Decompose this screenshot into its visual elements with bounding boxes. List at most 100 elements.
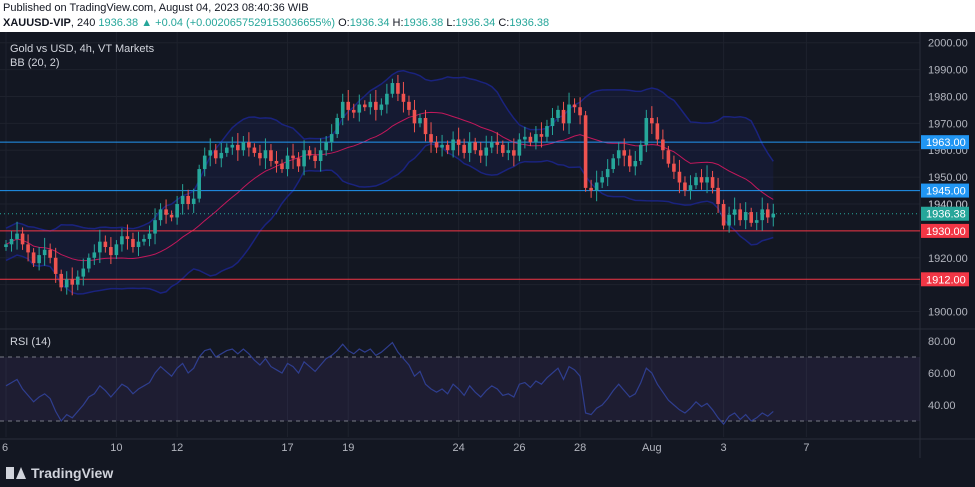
candle	[213, 150, 218, 159]
current-price-badge	[921, 206, 969, 221]
candle	[484, 147, 489, 156]
candle	[545, 126, 549, 137]
candle	[131, 238, 135, 248]
rsi-tick-label: 80.00	[928, 336, 956, 348]
time-tick-label: 3	[721, 442, 727, 454]
candle	[539, 134, 544, 137]
level-badge-label: 1945.00	[926, 186, 966, 198]
time-tick-label: Aug	[642, 442, 662, 454]
candle	[241, 142, 246, 151]
candle	[445, 144, 450, 151]
candle	[451, 139, 455, 151]
candle	[296, 158, 301, 167]
price-change: ▲ +0.04 (+0.0020657529153036655%)	[141, 17, 335, 29]
candle	[754, 220, 759, 223]
candle	[627, 155, 632, 167]
candle	[738, 209, 742, 221]
candle	[15, 233, 19, 239]
candle	[158, 209, 163, 221]
candle	[390, 83, 395, 94]
candle	[677, 171, 682, 183]
price-tick-label: 1900.00	[928, 307, 968, 319]
candle	[694, 177, 698, 186]
candle	[429, 134, 433, 143]
price-chart[interactable]: 1900.001920.001940.001950.001960.001970.…	[0, 32, 975, 458]
rsi-line	[5, 341, 774, 426]
candle	[258, 152, 262, 159]
tradingview-mark-icon	[6, 467, 26, 479]
candle	[247, 142, 251, 148]
candle	[70, 279, 75, 285]
footer-bar	[0, 458, 975, 487]
candle	[743, 212, 748, 221]
candle	[48, 249, 52, 258]
candle	[379, 104, 384, 110]
time-tick-label: 19	[342, 442, 354, 454]
candle	[478, 150, 483, 156]
candle	[340, 101, 345, 118]
candle	[186, 195, 190, 205]
tradingview-logo: TradingView	[6, 465, 113, 481]
candle	[589, 187, 593, 191]
time-tick-label: 26	[513, 442, 525, 454]
candle	[721, 204, 726, 226]
candle	[31, 252, 36, 264]
chart-legend: Gold vs USD, 4h, VT Markets BB (20, 2)	[10, 42, 154, 70]
candle	[616, 150, 621, 159]
time-tick-label: 17	[281, 442, 293, 454]
candle	[396, 83, 400, 94]
candle	[208, 150, 213, 156]
candle	[716, 187, 720, 205]
time-tick-label: 28	[574, 442, 586, 454]
candle	[26, 244, 30, 253]
ohlc-readout: XAUUSD-VIP, 240 1936.38 ▲ +0.04 (+0.0020…	[3, 17, 550, 29]
level-badge	[921, 223, 969, 238]
candle	[120, 236, 124, 245]
bb-indicator-label: BB (20, 2)	[10, 57, 60, 69]
candle	[467, 142, 472, 153]
rsi-tick-label: 40.00	[928, 400, 956, 412]
price-tick-label: 1970.00	[928, 118, 968, 130]
candle	[302, 150, 306, 167]
candle	[495, 142, 500, 145]
candle	[368, 101, 373, 108]
candle	[578, 107, 582, 116]
candle	[771, 213, 776, 218]
candle	[75, 276, 80, 285]
bb-band-fill	[6, 70, 774, 295]
price-tick-label: 2000.00	[928, 38, 968, 50]
high-label: H:	[392, 17, 404, 29]
candle	[517, 139, 522, 156]
price-tick-label: 1990.00	[928, 65, 968, 77]
candle	[666, 150, 671, 164]
price-tick-label: 1980.00	[928, 91, 968, 103]
chart-title: Gold vs USD, 4h, VT Markets	[10, 43, 155, 55]
time-tick-label: 6	[2, 442, 8, 454]
low-label: L:	[446, 17, 456, 29]
candle	[351, 109, 356, 113]
candle	[710, 177, 715, 188]
candle	[489, 142, 494, 148]
candle	[125, 236, 130, 239]
symbol-name: XAUUSD-VIP	[3, 17, 71, 29]
candle	[501, 144, 505, 153]
candle	[274, 160, 279, 164]
interval: 240	[76, 17, 96, 29]
candle	[639, 144, 643, 161]
candle	[523, 136, 527, 140]
candle	[534, 134, 538, 143]
level-badge	[921, 272, 969, 287]
candle	[92, 252, 97, 258]
candle	[423, 117, 428, 135]
candle	[164, 209, 168, 215]
candle	[655, 123, 660, 140]
candle	[732, 209, 737, 215]
candle	[363, 104, 367, 108]
candle	[401, 93, 406, 102]
candle	[346, 101, 351, 110]
rsi-tick-label: 60.00	[928, 368, 956, 380]
candle	[324, 142, 328, 151]
candle	[42, 249, 47, 256]
candle	[329, 134, 334, 143]
bb-lower-line	[5, 143, 774, 295]
